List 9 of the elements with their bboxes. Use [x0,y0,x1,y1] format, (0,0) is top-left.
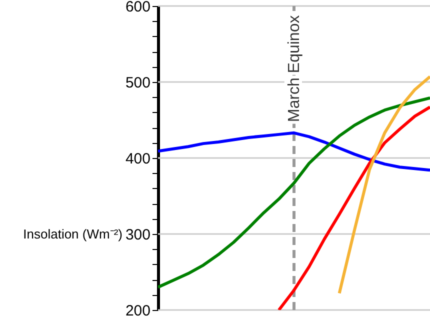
y-axis-title: Insolation (Wm⁻²) [23,226,122,242]
y-tick-label: 300 [125,226,150,244]
annotation: March Equinox [286,15,303,122]
y-tick-label: 500 [125,74,150,92]
y-tick-label: 600 [125,0,150,16]
y-tick-label: 400 [125,150,150,168]
line-series [158,131,430,172]
line-series [338,75,430,295]
y-tick-label: 200 [125,302,150,320]
